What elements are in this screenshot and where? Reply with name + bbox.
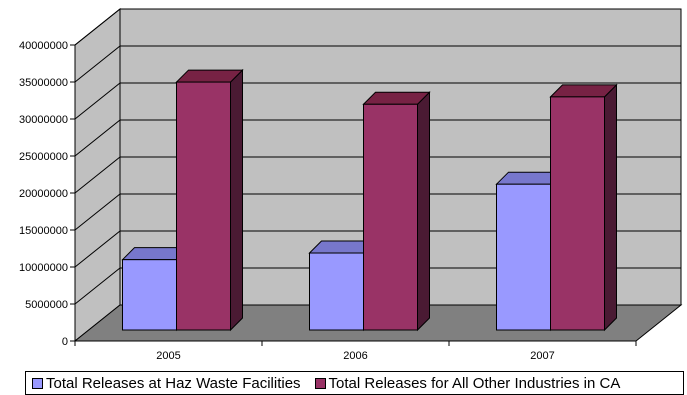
bar-top xyxy=(362,91,431,105)
bar xyxy=(362,91,431,332)
legend-swatch-other-industries xyxy=(314,377,326,389)
chart: 0 5000000 10000000 15000000 20000000 25000000… xyxy=(19,7,683,362)
bar xyxy=(549,83,618,332)
bar-front xyxy=(363,103,418,331)
y-tick-label: 20000000 xyxy=(19,188,68,200)
y-tick-label: 10000000 xyxy=(19,262,68,274)
bar-front xyxy=(309,252,364,331)
y-tick-label: 0 xyxy=(62,336,68,348)
x-axis: 2005 2006 2007 xyxy=(74,340,637,362)
x-tick-label: 2006 xyxy=(343,350,367,362)
bar-front xyxy=(496,183,551,331)
gridline xyxy=(74,230,681,268)
gridline xyxy=(74,45,681,83)
gridline xyxy=(74,156,681,194)
legend-label-haz-waste: Total Releases at Haz Waste Facilities xyxy=(46,374,301,392)
gridline xyxy=(74,193,681,231)
bar-side xyxy=(417,91,430,332)
gridline xyxy=(74,82,681,120)
y-tick-label: 5000000 xyxy=(25,299,68,311)
bar-top xyxy=(175,69,244,83)
bar-front xyxy=(550,96,605,331)
legend-label-other-industries: Total Releases for All Other Industries … xyxy=(328,374,621,392)
y-tick-label: 15000000 xyxy=(19,225,68,237)
bar-front xyxy=(122,259,177,331)
bar-front xyxy=(176,81,231,331)
legend-swatch-haz-waste xyxy=(32,377,43,389)
legend-item-other-industries: Total Releases for All Other Industries … xyxy=(314,374,621,392)
x-tick-label: 2007 xyxy=(530,350,554,362)
gridlines xyxy=(74,8,681,305)
legend: Total Releases at Haz Waste Facilities T… xyxy=(25,371,684,395)
gridline xyxy=(74,267,681,305)
y-tick-label: 35000000 xyxy=(19,77,68,89)
bar-side xyxy=(604,83,617,332)
gridline xyxy=(74,119,681,157)
bar-top xyxy=(549,84,618,98)
x-tick-label: 2005 xyxy=(156,350,180,362)
legend-item-haz-waste: Total Releases at Haz Waste Facilities xyxy=(32,375,301,392)
bar xyxy=(175,68,244,332)
y-tick-label: 40000000 xyxy=(19,40,68,52)
y-tick-label: 30000000 xyxy=(19,114,68,126)
y-axis: 0 5000000 10000000 15000000 20000000 25000000… xyxy=(19,40,76,348)
y-tick-label: 25000000 xyxy=(19,151,68,163)
gridline xyxy=(74,8,681,46)
bars xyxy=(121,68,618,332)
bar-side xyxy=(230,68,243,332)
